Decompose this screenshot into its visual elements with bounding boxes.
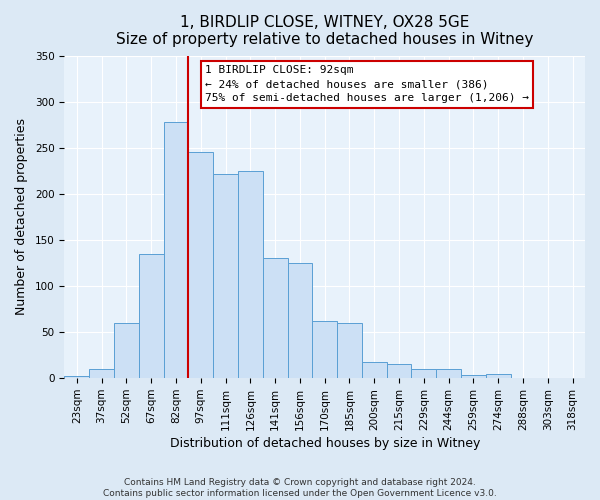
Bar — [64, 376, 89, 378]
X-axis label: Distribution of detached houses by size in Witney: Distribution of detached houses by size … — [170, 437, 480, 450]
Text: 1 BIRDLIP CLOSE: 92sqm
← 24% of detached houses are smaller (386)
75% of semi-de: 1 BIRDLIP CLOSE: 92sqm ← 24% of detached… — [205, 65, 529, 103]
Bar — [164, 122, 188, 378]
Bar — [263, 258, 287, 378]
Bar — [461, 376, 486, 378]
Bar — [139, 254, 164, 378]
Bar — [436, 369, 461, 378]
Bar — [412, 369, 436, 378]
Bar — [362, 362, 386, 378]
Bar — [287, 263, 313, 378]
Y-axis label: Number of detached properties: Number of detached properties — [15, 118, 28, 316]
Bar — [114, 323, 139, 378]
Bar — [386, 364, 412, 378]
Bar — [337, 323, 362, 378]
Bar — [238, 171, 263, 378]
Bar — [313, 321, 337, 378]
Bar — [486, 374, 511, 378]
Bar — [213, 174, 238, 378]
Bar — [89, 369, 114, 378]
Text: Contains HM Land Registry data © Crown copyright and database right 2024.
Contai: Contains HM Land Registry data © Crown c… — [103, 478, 497, 498]
Title: 1, BIRDLIP CLOSE, WITNEY, OX28 5GE
Size of property relative to detached houses : 1, BIRDLIP CLOSE, WITNEY, OX28 5GE Size … — [116, 15, 533, 48]
Bar — [188, 152, 213, 378]
